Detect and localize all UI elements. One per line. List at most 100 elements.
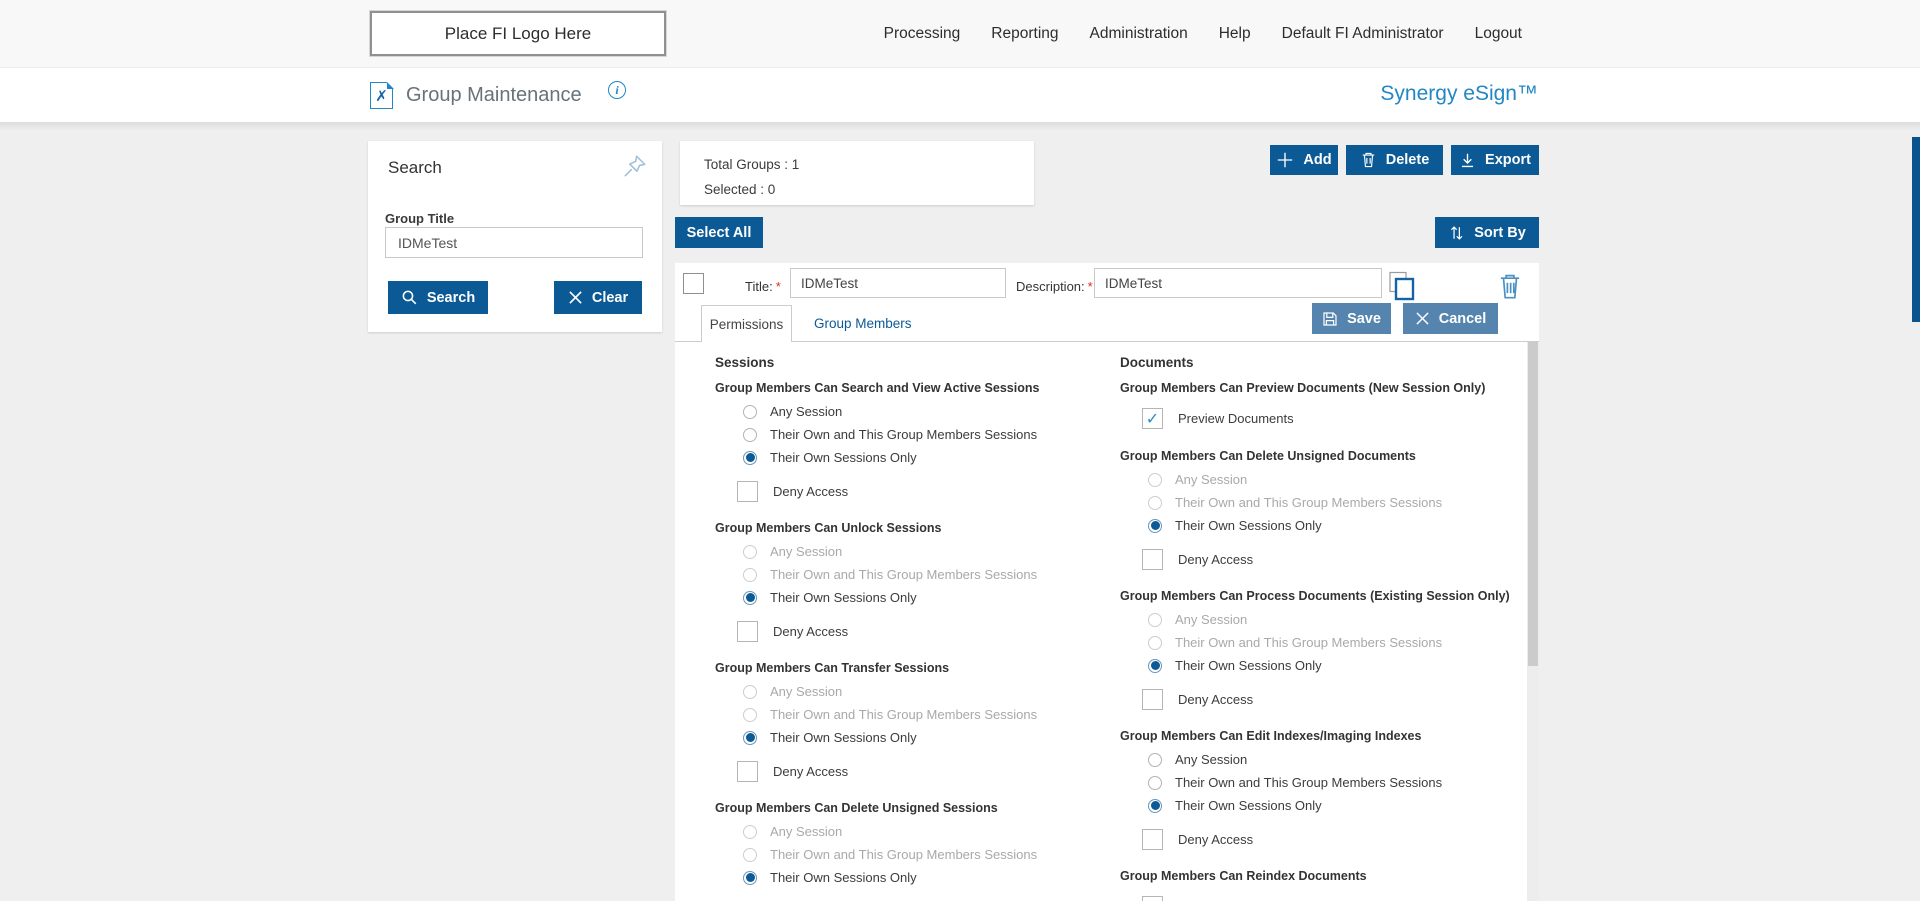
nav-item-help[interactable]: Help — [1218, 24, 1251, 42]
brand-logo: Synergy eSign™ — [1380, 82, 1538, 105]
deny-access-option[interactable]: Deny Access — [715, 759, 1107, 784]
deny-access-option[interactable]: Deny Access — [1120, 687, 1525, 712]
fi-logo-placeholder: Place FI Logo Here — [369, 10, 667, 57]
permission-option[interactable]: Their Own Sessions Only — [1120, 794, 1525, 817]
radio-button[interactable] — [1148, 798, 1162, 813]
permission-option[interactable]: Their Own Sessions Only — [715, 446, 1107, 469]
nav-item-default-fi-administrator[interactable]: Default FI Administrator — [1281, 24, 1444, 42]
delete-button[interactable]: Delete — [1346, 145, 1443, 175]
clear-button[interactable]: Clear — [554, 281, 642, 314]
permission-option[interactable]: Allow to Reindex — [1120, 893, 1525, 901]
radio-button[interactable] — [743, 544, 757, 559]
permission-option[interactable]: Their Own Sessions Only — [1120, 514, 1525, 537]
permission-option[interactable]: Their Own and This Group Members Session… — [715, 703, 1107, 726]
option-label: Any Session — [770, 404, 843, 419]
radio-button[interactable] — [743, 427, 757, 442]
option-label: Their Own and This Group Members Session… — [1175, 495, 1443, 510]
nav-item-administration[interactable]: Administration — [1089, 24, 1188, 42]
checkbox[interactable] — [1142, 689, 1163, 710]
permission-group: Group Members Can Delete Unsigned Sessio… — [715, 801, 1107, 901]
radio-button[interactable] — [743, 450, 757, 465]
permission-option[interactable]: Their Own and This Group Members Session… — [715, 843, 1107, 866]
group-select-checkbox[interactable] — [683, 273, 704, 294]
permission-option[interactable]: Their Own Sessions Only — [715, 866, 1107, 889]
select-all-label: Select All — [686, 224, 752, 241]
permission-option[interactable]: Their Own Sessions Only — [1120, 654, 1525, 677]
pin-icon[interactable] — [622, 153, 648, 179]
permission-option[interactable]: Any Session — [1120, 468, 1525, 491]
permission-option[interactable]: Their Own and This Group Members Session… — [1120, 771, 1525, 794]
deny-access-option[interactable]: Deny Access — [1120, 827, 1525, 852]
sort-arrows-icon — [1451, 225, 1463, 240]
checkbox[interactable] — [737, 621, 758, 642]
tab-permissions[interactable]: Permissions — [701, 305, 792, 342]
save-button[interactable]: Save — [1312, 303, 1391, 334]
checkbox[interactable]: ✓ — [1142, 408, 1163, 429]
permission-option[interactable]: Their Own Sessions Only — [715, 726, 1107, 749]
select-all-button[interactable]: Select All — [675, 217, 763, 248]
nav-item-reporting[interactable]: Reporting — [991, 24, 1059, 42]
radio-button[interactable] — [1148, 635, 1162, 650]
checkbox[interactable] — [737, 481, 758, 502]
checkbox[interactable] — [1142, 896, 1163, 901]
permission-option[interactable]: Their Own and This Group Members Session… — [715, 563, 1107, 586]
group-title-input[interactable] — [385, 227, 643, 258]
nav-item-logout[interactable]: Logout — [1474, 24, 1522, 42]
permission-option[interactable]: Any Session — [715, 400, 1107, 423]
radio-button[interactable] — [1148, 612, 1162, 627]
page-scrollbar-thumb[interactable] — [1912, 137, 1920, 322]
export-button[interactable]: Export — [1451, 145, 1539, 175]
description-field-label: Description: * — [1016, 279, 1093, 294]
radio-button[interactable] — [743, 847, 757, 862]
radio-button[interactable] — [743, 404, 757, 419]
top-nav: Processing Reporting Administration Help… — [884, 0, 1522, 67]
clear-button-label: Clear — [591, 289, 629, 306]
panel-scrollbar[interactable] — [1527, 342, 1539, 901]
add-button-label: Add — [1303, 152, 1332, 168]
copy-icon[interactable] — [1387, 270, 1417, 302]
info-icon[interactable]: i — [608, 81, 626, 99]
radio-button[interactable] — [1148, 658, 1162, 673]
sort-by-button[interactable]: Sort By — [1435, 217, 1539, 248]
panel-scrollbar-thumb[interactable] — [1528, 342, 1538, 667]
radio-button[interactable] — [743, 567, 757, 582]
radio-button[interactable] — [743, 684, 757, 699]
permission-option[interactable]: Any Session — [715, 680, 1107, 703]
permission-column-heading: Documents — [1120, 355, 1194, 370]
radio-button[interactable] — [1148, 472, 1162, 487]
cancel-button[interactable]: Cancel — [1403, 303, 1498, 334]
radio-button[interactable] — [743, 730, 757, 745]
checkbox[interactable] — [1142, 549, 1163, 570]
permission-option[interactable]: Their Own and This Group Members Session… — [1120, 631, 1525, 654]
deny-access-option[interactable]: Deny Access — [715, 479, 1107, 504]
row-delete-icon[interactable] — [1497, 271, 1523, 301]
radio-button[interactable] — [1148, 775, 1162, 790]
permission-option[interactable]: Any Session — [715, 820, 1107, 843]
radio-button[interactable] — [1148, 518, 1162, 533]
permission-option[interactable]: Their Own and This Group Members Session… — [1120, 491, 1525, 514]
add-button[interactable]: Add — [1270, 145, 1338, 175]
permission-option[interactable]: ✓ Preview Documents — [1120, 405, 1525, 432]
checkbox[interactable] — [1142, 829, 1163, 850]
permission-option[interactable]: Their Own and This Group Members Session… — [715, 423, 1107, 446]
deny-access-option[interactable]: Deny Access — [1120, 547, 1525, 572]
permission-option[interactable]: Any Session — [1120, 608, 1525, 631]
radio-button[interactable] — [743, 824, 757, 839]
permission-option[interactable]: Any Session — [715, 540, 1107, 563]
checkbox[interactable] — [737, 761, 758, 782]
radio-button[interactable] — [1148, 495, 1162, 510]
radio-button[interactable] — [743, 707, 757, 722]
group-description-field[interactable] — [1094, 268, 1382, 298]
search-button[interactable]: Search — [388, 281, 488, 314]
nav-item-processing[interactable]: Processing — [883, 24, 961, 42]
tab-group-members[interactable]: Group Members — [814, 316, 912, 331]
radio-button[interactable] — [743, 870, 757, 885]
permission-option[interactable]: Their Own Sessions Only — [715, 586, 1107, 609]
permission-option[interactable]: Any Session — [1120, 748, 1525, 771]
plus-icon — [1278, 152, 1293, 168]
cancel-button-label: Cancel — [1438, 310, 1487, 327]
deny-access-option[interactable]: Deny Access — [715, 619, 1107, 644]
radio-button[interactable] — [1148, 752, 1162, 767]
radio-button[interactable] — [743, 590, 757, 605]
group-title-field[interactable] — [790, 268, 1006, 298]
